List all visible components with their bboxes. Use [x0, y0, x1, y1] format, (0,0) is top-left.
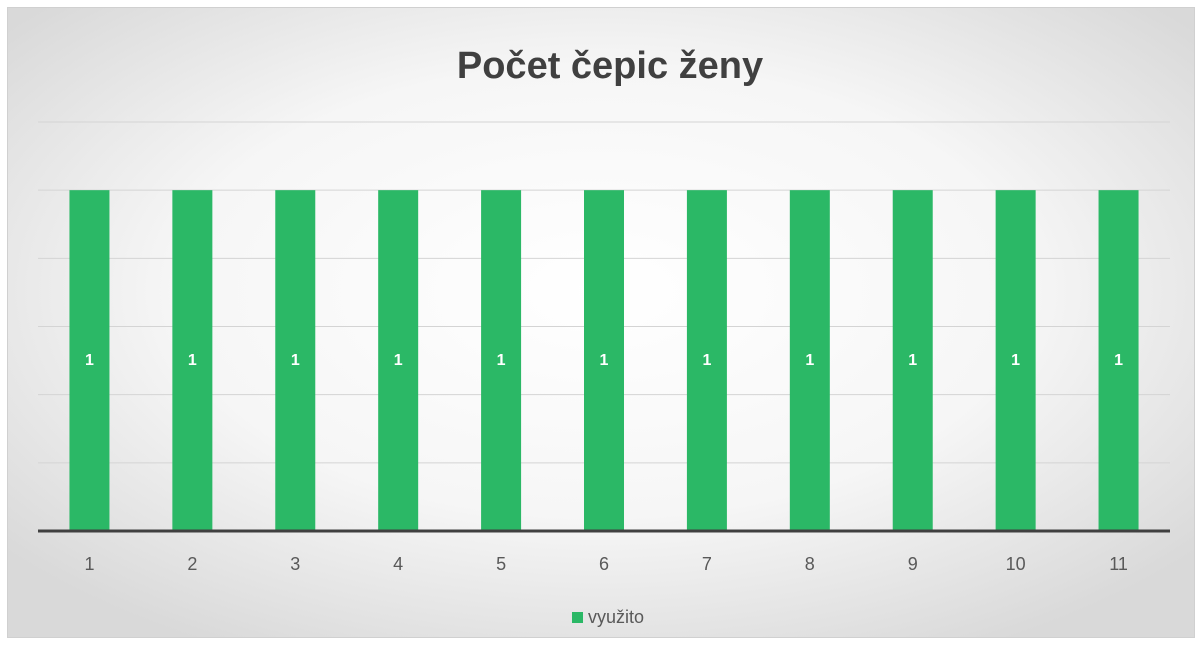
bar — [69, 190, 110, 531]
bar — [1098, 190, 1139, 531]
x-tick-label: 11 — [1109, 554, 1128, 574]
bar — [378, 190, 419, 531]
x-tick-label: 9 — [908, 554, 918, 574]
data-label: 1 — [85, 352, 94, 369]
bar — [686, 190, 727, 531]
bar — [789, 190, 830, 531]
bar — [481, 190, 522, 531]
data-label: 1 — [702, 352, 711, 369]
data-label: 1 — [1114, 352, 1123, 369]
x-tick-label: 2 — [187, 554, 197, 574]
data-label: 1 — [188, 352, 197, 369]
bar — [584, 190, 624, 531]
data-label: 1 — [908, 352, 917, 369]
x-tick-label: 10 — [1006, 554, 1026, 574]
bar — [995, 190, 1036, 531]
x-tick-label: 6 — [599, 554, 609, 574]
x-tick-label: 5 — [496, 554, 506, 574]
bar — [892, 190, 933, 531]
data-label: 1 — [1011, 352, 1020, 369]
x-tick-label: 3 — [290, 554, 300, 574]
data-label: 1 — [497, 352, 506, 369]
legend-label: využito — [588, 607, 644, 627]
x-tick-label: 8 — [805, 554, 815, 574]
legend-swatch — [572, 612, 583, 623]
data-label: 1 — [394, 352, 403, 369]
bar — [172, 190, 213, 531]
bar — [275, 190, 316, 531]
data-label: 1 — [805, 352, 814, 369]
x-tick-label: 1 — [84, 554, 94, 574]
x-tick-label: 4 — [393, 554, 403, 574]
data-label: 1 — [291, 352, 300, 369]
chart-title: Počet čepic ženy — [457, 45, 763, 87]
data-label: 1 — [600, 352, 609, 369]
x-tick-label: 7 — [702, 554, 712, 574]
